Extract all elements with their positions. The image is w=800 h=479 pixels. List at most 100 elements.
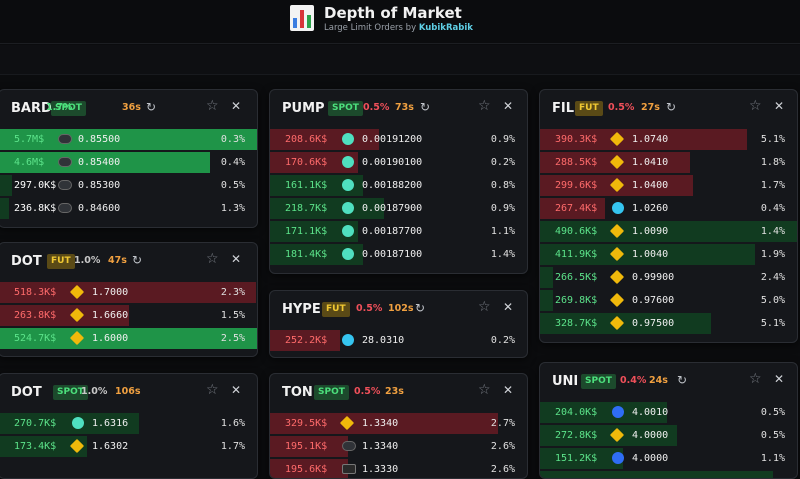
update-age: 102s (388, 303, 414, 314)
order-row[interactable]: 204.0K$ 4.0010 0.5% (540, 401, 797, 424)
order-volume: 328.7K$ (555, 318, 598, 329)
star-icon[interactable]: ☆ (749, 98, 762, 114)
order-row[interactable]: 272.8K$ 4.0000 0.5% (540, 424, 797, 447)
order-row[interactable]: 195.6K$ 1.3330 2.6% (270, 458, 527, 478)
close-icon[interactable]: ✕ (774, 372, 785, 386)
order-row[interactable]: 171.1K$ 0.00187700 1.1% (270, 220, 527, 243)
order-share: 1.7% (760, 180, 785, 191)
order-price: 4.0000 (632, 430, 669, 441)
order-row[interactable]: 161.1K$ 0.00188200 0.8% (270, 174, 527, 197)
hyperliquid-icon (342, 156, 354, 168)
order-row[interactable]: 411.9K$ 1.0040 1.9% (540, 243, 797, 266)
order-row[interactable]: 208.6K$ 0.00191200 0.9% (270, 128, 527, 151)
volume-bar (540, 267, 553, 288)
order-row[interactable]: 263.8K$ 1.6660 1.5% (0, 304, 257, 327)
market-badge: SPOT (314, 385, 349, 400)
volume-bar (270, 459, 348, 478)
refresh-icon[interactable]: ↻ (666, 100, 677, 114)
close-icon[interactable]: ✕ (503, 99, 514, 113)
hyperliquid-icon (342, 179, 354, 191)
order-row[interactable]: 490.6K$ 1.0090 1.4% (540, 220, 797, 243)
order-row[interactable] (540, 470, 797, 478)
volume-bar (270, 198, 384, 219)
star-icon[interactable]: ☆ (749, 371, 762, 387)
close-icon[interactable]: ✕ (503, 300, 514, 314)
order-volume: 524.7K$ (14, 333, 57, 344)
refresh-icon[interactable]: ↻ (132, 253, 143, 267)
order-row[interactable]: 170.6K$ 0.00190100 0.2% (270, 151, 527, 174)
volume-bar (270, 221, 358, 242)
order-price: 0.97500 (632, 318, 675, 329)
order-row[interactable]: 4.6M$ 0.85400 0.4% (0, 151, 257, 174)
order-price: 1.3330 (362, 464, 399, 475)
refresh-icon[interactable]: ↻ (420, 100, 431, 114)
star-icon[interactable]: ☆ (478, 299, 491, 315)
refresh-icon[interactable]: ↻ (415, 301, 426, 315)
order-volume: 170.6K$ (285, 157, 328, 168)
refresh-icon[interactable]: ↻ (677, 373, 688, 387)
close-icon[interactable]: ✕ (231, 252, 242, 266)
order-price: 0.00190100 (362, 157, 423, 168)
star-icon[interactable]: ☆ (206, 98, 219, 114)
order-price: 1.0040 (632, 249, 669, 260)
order-price: 0.00187900 (362, 203, 423, 214)
order-row[interactable]: 299.6K$ 1.0400 1.7% (540, 174, 797, 197)
order-row[interactable]: 236.8K$ 0.84600 1.3% (0, 197, 257, 220)
order-row[interactable]: 524.7K$ 1.6000 2.5% (0, 327, 257, 350)
order-share: 2.3% (220, 287, 245, 298)
close-icon[interactable]: ✕ (231, 99, 242, 113)
order-row[interactable]: 269.8K$ 0.97600 5.0% (540, 289, 797, 312)
close-icon[interactable]: ✕ (503, 383, 514, 397)
symbol-label: HYPE (282, 302, 321, 317)
order-volume: 252.2K$ (285, 335, 328, 346)
order-share: 2.6% (490, 441, 515, 452)
order-row[interactable]: 390.3K$ 1.0740 5.1% (540, 128, 797, 151)
star-icon[interactable]: ☆ (478, 382, 491, 398)
update-age: 27s (641, 102, 660, 113)
order-price: 4.0000 (632, 453, 669, 464)
order-volume: 263.8K$ (14, 310, 57, 321)
order-price: 4.0010 (632, 407, 669, 418)
bybit-icon (342, 464, 356, 474)
star-icon[interactable]: ☆ (478, 98, 491, 114)
order-row[interactable]: 266.5K$ 0.99900 2.4% (540, 266, 797, 289)
order-row[interactable]: 329.5K$ 1.3340 2.7% (270, 412, 527, 435)
order-volume: 181.4K$ (285, 249, 328, 260)
card-header: DOT FUT 1.0% 47s ↻ ☆ ✕ (0, 243, 257, 281)
order-row[interactable]: 270.7K$ 1.6316 1.6% (0, 412, 257, 435)
order-row[interactable]: 297.0K$ 0.85300 0.5% (0, 174, 257, 197)
order-row[interactable]: 518.3K$ 1.7000 2.3% (0, 281, 257, 304)
order-volume: 195.6K$ (285, 464, 328, 475)
order-row[interactable]: 151.2K$ 4.0000 1.1% (540, 447, 797, 470)
order-row[interactable]: 5.7M$ 0.85500 0.3% (0, 128, 257, 151)
order-row[interactable]: 288.5K$ 1.0410 1.8% (540, 151, 797, 174)
order-row[interactable]: 173.4K$ 1.6302 1.7% (0, 435, 257, 458)
order-row[interactable]: 195.1K$ 1.3340 2.6% (270, 435, 527, 458)
star-icon[interactable]: ☆ (206, 251, 219, 267)
order-row[interactable]: 218.7K$ 0.00187900 0.9% (270, 197, 527, 220)
close-icon[interactable]: ✕ (231, 383, 242, 397)
order-share: 0.9% (490, 134, 515, 145)
card-header: TON SPOT 0.5% 23s ☆ ✕ (270, 374, 527, 412)
subtitle-text: Large Limit Orders by (324, 23, 417, 33)
hyperliquid-icon (342, 225, 354, 237)
change-percent: 0.5% (363, 102, 390, 113)
order-row[interactable]: 252.2K$ 28.0310 0.2% (270, 329, 527, 352)
order-volume: 299.6K$ (555, 180, 598, 191)
volume-bar (540, 471, 773, 478)
binance-icon (609, 292, 625, 308)
volume-bar (270, 152, 358, 173)
volume-bar (270, 330, 340, 351)
star-icon[interactable]: ☆ (206, 382, 219, 398)
order-share: 0.9% (490, 203, 515, 214)
order-price: 0.85400 (78, 157, 121, 168)
close-icon[interactable]: ✕ (774, 99, 785, 113)
volume-bar (0, 175, 12, 196)
change-percent: 0.5% (608, 102, 635, 113)
order-row[interactable]: 267.4K$ 1.0260 0.4% (540, 197, 797, 220)
order-price: 1.7000 (92, 287, 129, 298)
card-header: UNI SPOT 0.4% 24s ↻ ☆ ✕ (540, 363, 797, 401)
order-row[interactable]: 328.7K$ 0.97500 5.1% (540, 312, 797, 335)
order-row[interactable]: 181.4K$ 0.00187100 1.4% (270, 243, 527, 266)
refresh-icon[interactable]: ↻ (146, 100, 157, 114)
